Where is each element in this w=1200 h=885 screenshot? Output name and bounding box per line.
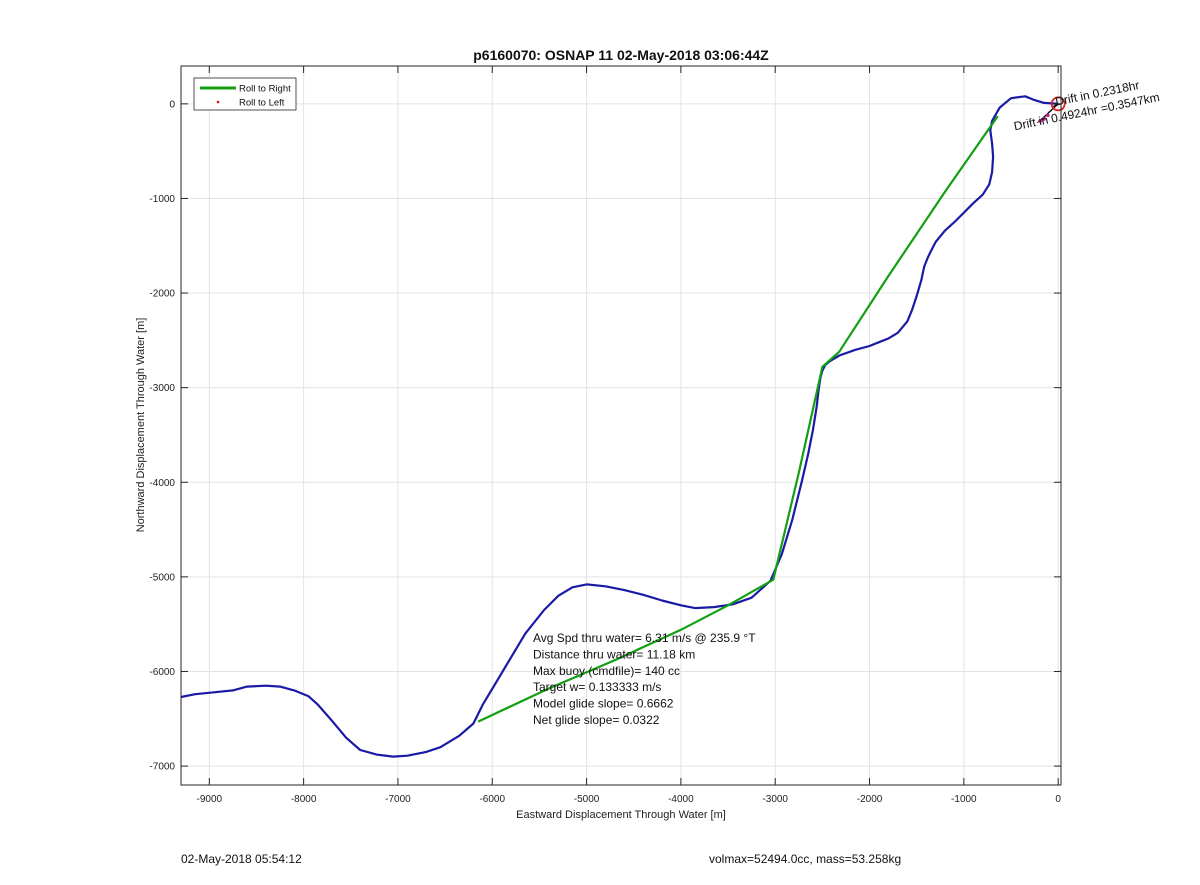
legend-roll-left-label: Roll to Left <box>239 98 285 109</box>
drift-vector <box>1046 103 1059 115</box>
x-tick-label: -9000 <box>197 794 223 805</box>
start-marker <box>1050 96 1066 112</box>
x-tick-label: -4000 <box>668 794 694 805</box>
roll-left-point <box>1045 113 1050 117</box>
y-tick-label: -6000 <box>149 667 175 678</box>
roll-left-point <box>1038 119 1043 123</box>
y-tick-label: -5000 <box>149 572 175 583</box>
plot-frame <box>180 65 1062 786</box>
stats-line: Model glide slope= 0.6662 <box>533 697 674 711</box>
y-tick-label: -2000 <box>149 289 175 300</box>
stats-line: Max buoy (cmdfile)= 140 cc <box>533 664 680 678</box>
x-tick-label: 0 <box>1055 794 1061 805</box>
x-tick-label: -8000 <box>291 794 317 805</box>
roll-right-line <box>477 115 999 723</box>
y-tick-label: -3000 <box>149 383 175 394</box>
legend-roll-right-label: Roll to Right <box>239 84 291 95</box>
track-layer <box>180 95 1066 758</box>
y-tick-label: -1000 <box>149 194 175 205</box>
legend: Roll to Right Roll to Left <box>193 77 297 111</box>
plot-background <box>181 66 1061 785</box>
y-axis-label: Northward Displacement Through Water [m] <box>135 318 147 533</box>
x-tick-label: -2000 <box>857 794 883 805</box>
y-tick-label: -7000 <box>149 762 175 773</box>
x-tick-label: -5000 <box>574 794 600 805</box>
chart-title: p6160070: OSNAP 11 02-May-2018 03:06:44Z <box>473 47 769 63</box>
stats-line: Avg Spd thru water= 6.31 m/s @ 235.9 °T <box>533 631 756 645</box>
stats-line: Target w= 0.133333 m/s <box>533 680 661 694</box>
stats-line: Net glide slope= 0.0322 <box>533 713 660 727</box>
x-tick-label: -7000 <box>385 794 411 805</box>
legend-box <box>193 77 297 111</box>
x-tick-label: -3000 <box>762 794 788 805</box>
tick-layer: -9000 -8000 -7000 -6000 -5000 -4000 -3000 -2000… <box>149 66 1061 805</box>
x-tick-label: -6000 <box>479 794 505 805</box>
track-line <box>180 95 1059 758</box>
y-tick-label: 0 <box>169 99 175 110</box>
x-axis-label: Eastward Displacement Through Water [m] <box>516 809 726 821</box>
footer-timestamp: 02-May-2018 05:54:12 <box>181 852 302 866</box>
legend-roll-left-swatch <box>216 100 220 104</box>
footer-vehicle-info: volmax=52494.0cc, mass=53.258kg <box>709 852 902 866</box>
y-tick-label: -4000 <box>149 478 175 489</box>
grid-lines <box>181 66 1061 785</box>
x-tick-label: -1000 <box>951 794 977 805</box>
roll-left-point <box>1042 117 1046 121</box>
stats-line: Distance thru water= 11.18 km <box>533 647 695 661</box>
